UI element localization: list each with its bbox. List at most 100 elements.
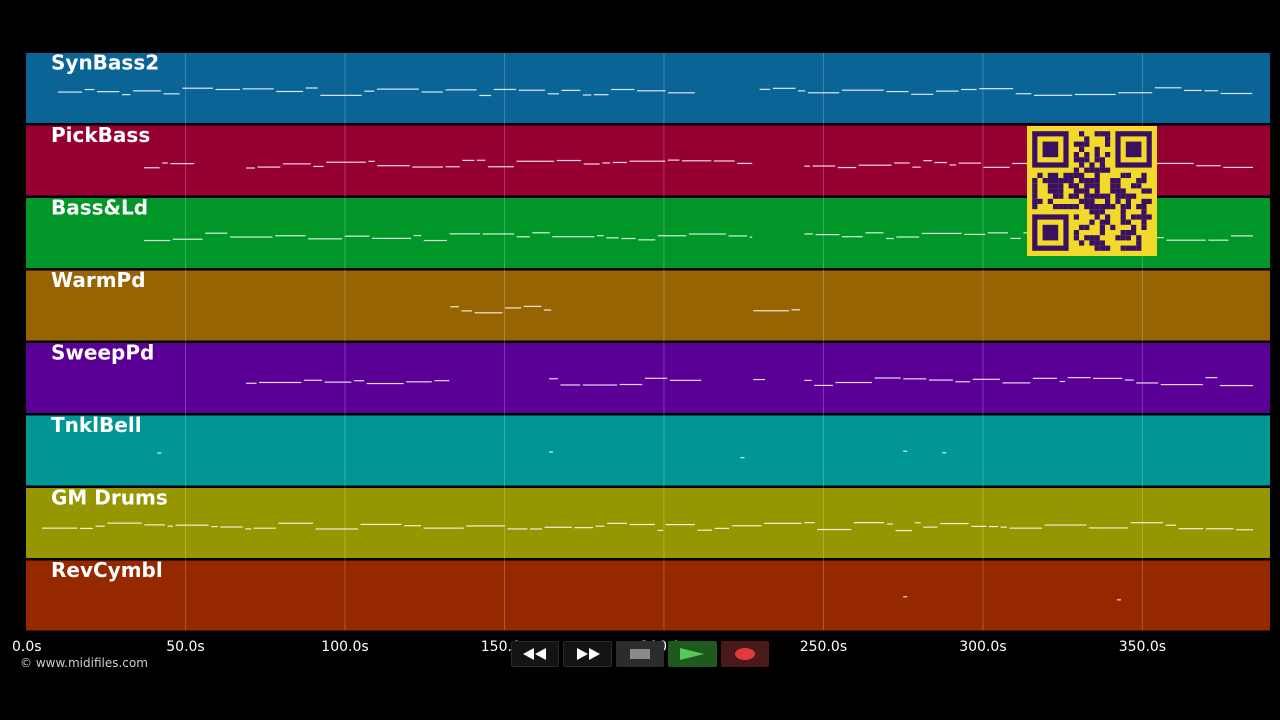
note — [1012, 162, 1038, 165]
note — [638, 239, 656, 241]
note — [714, 527, 730, 529]
note — [549, 451, 554, 453]
note — [253, 527, 276, 529]
note — [619, 383, 643, 386]
time-tick-label: 250.0s — [800, 639, 847, 655]
note — [815, 234, 840, 236]
note — [958, 162, 981, 164]
note — [928, 379, 953, 381]
record-button[interactable] — [720, 641, 769, 667]
note — [853, 522, 885, 524]
note — [1208, 239, 1229, 241]
note — [935, 90, 959, 92]
note — [841, 89, 884, 91]
note — [215, 88, 240, 91]
note — [759, 88, 771, 90]
note — [593, 94, 609, 96]
time-tick-label: 100.0s — [321, 639, 368, 655]
note — [1205, 377, 1218, 379]
note — [275, 235, 306, 237]
note — [657, 235, 687, 237]
note — [246, 167, 255, 169]
note — [921, 232, 962, 235]
note — [682, 160, 712, 162]
note — [629, 523, 655, 526]
note — [1000, 526, 1007, 528]
play-button[interactable] — [668, 641, 717, 667]
note — [612, 161, 627, 164]
qr-code[interactable] — [1027, 126, 1157, 256]
note — [574, 527, 594, 529]
track-lane — [26, 53, 1270, 123]
note — [543, 309, 552, 311]
note — [896, 236, 920, 238]
note — [731, 525, 762, 527]
note — [353, 380, 365, 382]
note — [669, 379, 702, 381]
note — [107, 522, 142, 524]
note — [560, 384, 581, 386]
note — [606, 237, 619, 239]
note — [842, 236, 863, 238]
note — [157, 452, 162, 454]
note — [423, 239, 447, 242]
note — [637, 90, 666, 92]
note — [413, 234, 422, 237]
note — [988, 525, 998, 528]
note — [1204, 90, 1219, 92]
note — [865, 232, 884, 234]
note — [1088, 527, 1129, 529]
note — [462, 159, 475, 161]
track-lane — [26, 488, 1270, 558]
note — [434, 380, 450, 382]
track-label: RevCymbl — [51, 558, 163, 582]
note — [518, 89, 546, 91]
note — [1160, 383, 1203, 386]
note — [366, 382, 404, 385]
note — [523, 305, 542, 307]
note — [544, 526, 572, 528]
note — [1033, 94, 1073, 96]
note — [245, 528, 252, 530]
note — [812, 165, 836, 167]
note — [611, 88, 635, 91]
note — [607, 522, 628, 524]
note — [798, 90, 806, 92]
note — [814, 384, 833, 387]
note — [874, 377, 901, 379]
note — [1223, 166, 1254, 169]
rewind-button[interactable] — [511, 641, 560, 667]
note — [597, 235, 604, 237]
note — [923, 526, 938, 528]
note — [1032, 377, 1058, 379]
stop-button[interactable] — [615, 641, 665, 667]
note — [163, 93, 180, 95]
track-label: TnklBell — [51, 413, 142, 437]
fast-forward-button[interactable] — [563, 641, 612, 667]
note — [621, 237, 636, 240]
note — [1015, 93, 1032, 95]
note — [804, 233, 813, 235]
note — [205, 232, 228, 234]
note — [955, 381, 971, 383]
note — [144, 167, 160, 169]
note — [667, 159, 680, 161]
note — [229, 236, 273, 238]
note — [182, 87, 213, 89]
note — [858, 164, 892, 166]
note — [278, 522, 313, 524]
note — [474, 312, 503, 314]
time-tick-label: 300.0s — [959, 639, 1006, 655]
note — [749, 236, 753, 238]
note — [162, 162, 168, 164]
note — [1220, 92, 1253, 95]
note — [964, 233, 986, 235]
note — [629, 160, 666, 162]
note — [552, 236, 595, 238]
note — [320, 94, 362, 96]
note — [1059, 380, 1066, 383]
note — [376, 88, 419, 90]
note — [482, 233, 515, 235]
note — [313, 165, 324, 168]
